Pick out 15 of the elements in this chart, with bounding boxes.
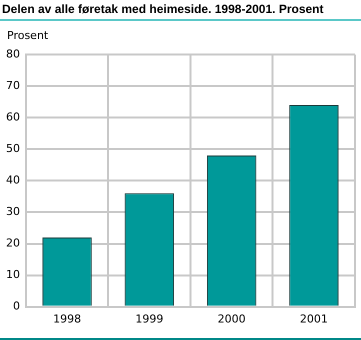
x-tick-label: 1999 [135, 312, 164, 326]
y-tick-label: 50 [6, 142, 20, 156]
y-tick-label: 0 [12, 300, 20, 313]
y-tick-label: 10 [6, 268, 20, 282]
x-tick-label: 1998 [53, 312, 82, 326]
y-tick-label: 40 [6, 174, 20, 187]
y-tick-label: 20 [6, 236, 20, 250]
y-axis-title: Prosent [6, 28, 50, 42]
y-tick-label: 70 [6, 78, 20, 92]
x-tick-label: 2000 [218, 312, 246, 326]
y-tick-label: 30 [6, 205, 20, 218]
x-tick-label: 2001 [300, 312, 328, 326]
y-tick-label: 60 [6, 110, 20, 124]
chart-title: Delen av alle føretak med heimeside. 1998-2001. Prosent [1, 1, 324, 16]
y-tick-label: 80 [6, 47, 20, 60]
